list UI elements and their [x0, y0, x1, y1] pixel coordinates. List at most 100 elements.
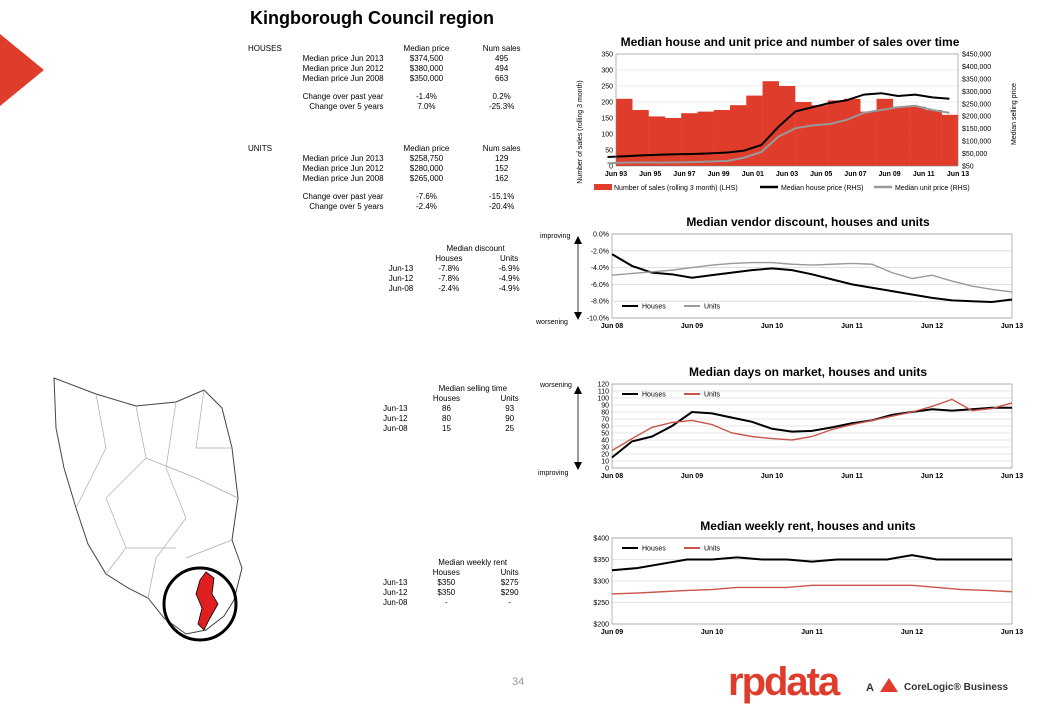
- y-tick-label: 300: [601, 68, 613, 75]
- y2-tick-label: $50: [962, 164, 974, 171]
- y-tick-label: $300: [593, 579, 609, 586]
- cell: $374,500: [409, 54, 444, 63]
- cell: -25.3%: [488, 102, 515, 111]
- y-tick-label: 40: [601, 438, 609, 445]
- x-tick-label: Jun 10: [761, 323, 783, 330]
- y-tick-label: 50: [605, 148, 613, 155]
- cell: $350: [437, 578, 456, 587]
- y-tick-label: 20: [601, 452, 609, 459]
- cell: -15.1%: [488, 192, 515, 201]
- series-line-units: [611, 398, 1013, 452]
- col-header: Num sales: [482, 44, 521, 53]
- cell: -2.4%: [438, 284, 460, 293]
- row-label: Median price Jun 2012: [302, 164, 384, 173]
- cell: 152: [494, 164, 509, 173]
- x-tick-label: Jun 01: [742, 171, 764, 178]
- cell: 0.2%: [492, 92, 511, 101]
- cell: 7.0%: [417, 102, 436, 111]
- plot-area: [611, 383, 1013, 469]
- cell: 494: [494, 64, 509, 73]
- y-tick-label: $350: [593, 557, 609, 564]
- cell: -7.6%: [415, 192, 437, 201]
- x-tick-label: Jun 13: [1001, 473, 1023, 480]
- sales-bar: [648, 116, 666, 166]
- row-label: Median price Jun 2008: [302, 74, 384, 83]
- units-table: UNITS Median price Num sales Median price …: [246, 144, 536, 212]
- y-tick-label: 0: [605, 466, 609, 473]
- cell: 25: [505, 424, 515, 433]
- y-tick-label: 250: [601, 84, 613, 91]
- row-label: Jun-08: [383, 424, 408, 433]
- table-caption: Median selling time: [438, 384, 508, 393]
- vendor-discount-chart: Median vendor discount, houses and units…: [535, 215, 1023, 330]
- cell: -4.9%: [498, 284, 520, 293]
- col-header: Median price: [403, 44, 450, 53]
- cell: -7.8%: [438, 274, 460, 283]
- y-tick-label: 100: [601, 132, 613, 139]
- kingborough-region: [195, 571, 219, 631]
- y-tick-label: $250: [593, 600, 609, 607]
- days-on-market-chart: Median days on market, houses and units …: [538, 365, 1023, 480]
- sales-bar: [762, 81, 780, 166]
- y-tick-label: 50: [601, 431, 609, 438]
- row-label: Median price Jun 2012: [302, 64, 384, 73]
- cell: $280,000: [409, 164, 444, 173]
- cell: -1.4%: [415, 92, 437, 101]
- table-caption: Median discount: [446, 244, 505, 253]
- x-tick-label: Jun 12: [921, 473, 943, 480]
- y-tick-label: 150: [601, 116, 613, 123]
- annotation-top: worsening: [539, 382, 572, 389]
- sales-bar: [876, 98, 894, 166]
- sales-bar: [632, 110, 649, 166]
- plot-area: [615, 53, 959, 167]
- y-tick-label: 200: [601, 100, 613, 107]
- cell: 663: [494, 74, 509, 83]
- x-tick-label: Jun 05: [810, 171, 832, 178]
- x-tick-label: Jun 97: [673, 171, 695, 178]
- sales-bar: [664, 118, 682, 166]
- y-tick-label: 110: [598, 389, 609, 396]
- col-header: Houses: [432, 394, 461, 403]
- y2-axis-label: Median selling price: [1011, 83, 1018, 145]
- x-tick-label: Jun 12: [901, 629, 923, 636]
- y-tick-label: 350: [601, 52, 613, 59]
- corelogic-mark-icon: [880, 678, 898, 692]
- cell: $380,000: [409, 64, 444, 73]
- y-tick-label: 10: [601, 459, 609, 466]
- page-title: Kingborough Council region: [250, 8, 494, 28]
- cell: 495: [494, 54, 509, 63]
- arrow-up-icon: [574, 386, 582, 394]
- weekly-rent-chart: Median weekly rent, houses and units $20…: [593, 519, 1023, 636]
- y-tick-label: 80: [601, 410, 609, 417]
- row-label: Median price Jun 2008: [302, 174, 384, 183]
- x-tick-label: Jun 12: [921, 323, 943, 330]
- chart-title: Median vendor discount, houses and units: [686, 215, 930, 229]
- legend-label: Median unit price (RHS): [895, 185, 970, 192]
- x-tick-label: Jun 13: [1001, 629, 1023, 636]
- sales-bar: [860, 111, 877, 166]
- table-caption: Median weekly rent: [438, 558, 508, 567]
- y-tick-label: 100: [597, 396, 609, 403]
- row-label: Jun-13: [382, 578, 408, 587]
- legend-label: Units: [704, 304, 720, 311]
- sales-bar: [811, 105, 828, 166]
- col-header: Houses: [432, 568, 460, 577]
- red-arrow-icon: [0, 34, 44, 106]
- series-line-units: [611, 584, 1013, 595]
- row-label: Jun-12: [383, 414, 408, 423]
- x-tick-label: Jun 09: [601, 629, 623, 636]
- col-header: Units: [500, 254, 519, 263]
- brand-a: A: [866, 682, 874, 694]
- cell: -: [444, 598, 448, 607]
- x-tick-label: Jun 03: [776, 171, 798, 178]
- sales-bar: [795, 102, 812, 166]
- row-label: Median price Jun 2013: [302, 154, 384, 163]
- x-tick-label: Jun 93: [605, 171, 627, 178]
- cell: 15: [442, 424, 451, 433]
- y-tick-label: -4.0%: [591, 265, 609, 272]
- y-tick-label: 70: [601, 417, 609, 424]
- legend-label: Houses: [642, 546, 666, 553]
- cell: $290: [500, 588, 519, 597]
- arrow-down-icon: [574, 312, 582, 320]
- chart-title: Median weekly rent, houses and units: [700, 519, 916, 533]
